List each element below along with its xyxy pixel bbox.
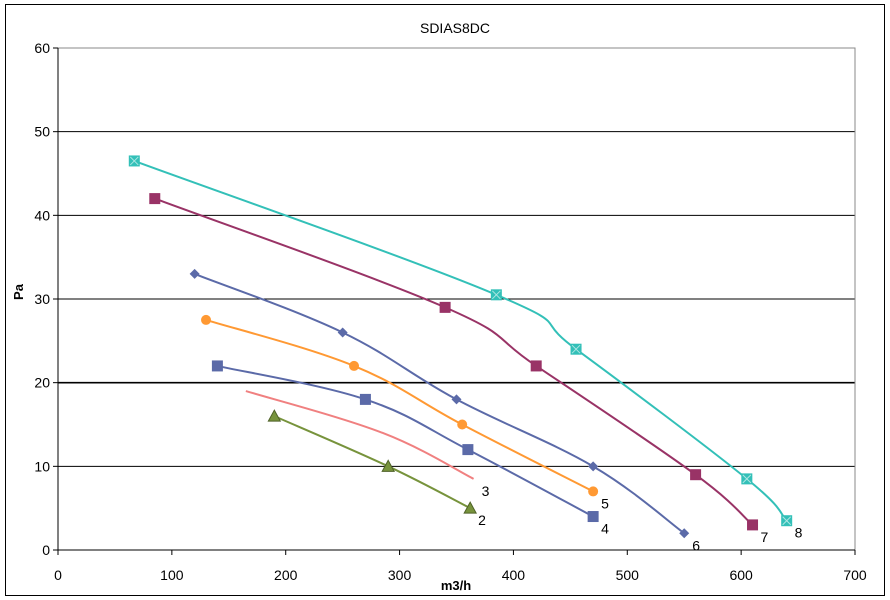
y-axis-label: Pa	[11, 283, 26, 300]
point-marker-cross	[742, 474, 752, 484]
series-label-4: 4	[601, 521, 609, 537]
x-tick-label: 700	[843, 567, 867, 583]
point-marker	[267, 409, 282, 422]
point-marker	[201, 314, 212, 325]
y-tick-label: 60	[34, 40, 50, 56]
x-tick-label: 200	[274, 567, 298, 583]
y-tick-label: 10	[34, 458, 50, 474]
series-6	[189, 268, 690, 539]
series-layer	[128, 155, 793, 539]
point-marker-cross	[571, 344, 581, 354]
point-marker-cross	[129, 156, 139, 166]
point-marker	[451, 394, 462, 405]
series-line-7	[154, 197, 754, 526]
point-marker	[359, 393, 371, 405]
point-marker	[463, 501, 478, 514]
point-marker	[679, 528, 690, 539]
x-tick-label: 0	[54, 567, 62, 583]
series-4	[211, 360, 599, 523]
y-tick-label: 40	[34, 207, 50, 223]
point-marker	[337, 327, 348, 338]
series-line-3	[245, 390, 475, 480]
x-tick-label: 500	[616, 567, 640, 583]
point-marker	[457, 419, 468, 430]
series-label-7: 7	[761, 529, 769, 545]
point-marker	[530, 360, 542, 372]
y-tick-label: 30	[34, 291, 50, 307]
point-marker	[149, 193, 161, 205]
series-5	[201, 314, 599, 497]
point-marker	[747, 519, 759, 531]
point-marker	[349, 360, 360, 371]
point-marker	[189, 268, 200, 279]
y-tick-label: 50	[34, 124, 50, 140]
point-marker	[381, 459, 396, 472]
series-label-2: 2	[478, 512, 486, 528]
series-line-4	[217, 364, 594, 518]
y-tick-label: 0	[42, 542, 50, 558]
x-tick-label: 100	[160, 567, 184, 583]
series-line-6	[194, 272, 685, 535]
point-marker	[588, 486, 599, 497]
series-label-8: 8	[795, 525, 803, 541]
x-tick-label: 300	[388, 567, 412, 583]
point-marker	[588, 461, 599, 472]
y-tick-label: 20	[34, 375, 50, 391]
series-label-6: 6	[692, 537, 700, 553]
chart-title: SDIAS8DC	[420, 20, 490, 36]
axes	[53, 47, 856, 555]
point-marker	[462, 444, 474, 456]
point-marker	[211, 360, 223, 372]
point-marker-cross	[782, 516, 792, 526]
series-8	[128, 155, 793, 527]
chart-frame	[5, 4, 885, 596]
x-tick-label: 600	[729, 567, 753, 583]
point-marker	[587, 511, 599, 523]
series-3	[245, 390, 475, 480]
point-marker	[690, 469, 702, 481]
series-label-3: 3	[482, 483, 490, 499]
x-tick-label: 400	[502, 567, 526, 583]
series-line-5	[205, 318, 594, 493]
series-label-5: 5	[601, 495, 609, 511]
x-axis-label: m3/h	[441, 578, 471, 593]
point-marker-cross	[491, 290, 501, 300]
point-marker	[439, 301, 451, 313]
series-7	[149, 193, 759, 531]
series-2	[267, 409, 478, 514]
